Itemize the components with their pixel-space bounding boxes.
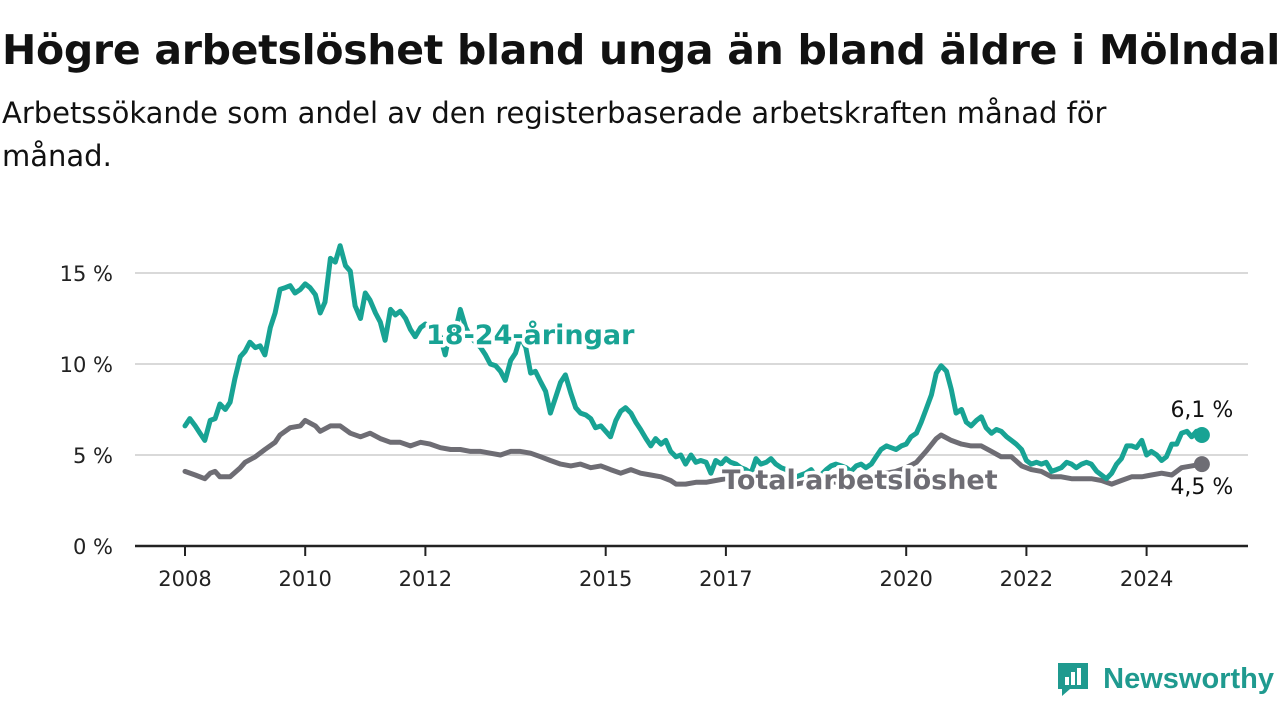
end-marker-total <box>1193 456 1210 473</box>
series-annotation-youth: 18-24-åringar <box>426 319 635 351</box>
series-line-youth <box>182 243 1205 482</box>
y-tick-label: 0 % <box>73 535 113 559</box>
end-label-total: 4,5 % <box>1170 475 1233 500</box>
page-subtitle: Arbetssökande som andel av den registerb… <box>2 96 1107 173</box>
x-tick-label: 2017 <box>699 567 752 591</box>
end-label-youth: 6,1 % <box>1170 398 1233 423</box>
page-title: Högre arbetslöshet bland unga än bland ä… <box>2 26 1280 74</box>
end-marker-youth <box>1193 426 1210 443</box>
x-tick-label: 2020 <box>879 567 932 591</box>
x-tick-label: 2008 <box>158 567 211 591</box>
x-tick-label: 2010 <box>278 567 331 591</box>
y-tick-label: 5 % <box>73 444 113 468</box>
x-tick-label: 2015 <box>579 567 632 591</box>
series-annotation-total: Total arbetslöshet <box>722 465 998 496</box>
y-axis-ticks: 0 % 5 % 10 % 15 % <box>60 262 113 559</box>
series-line-total <box>182 417 1205 487</box>
series-lines <box>182 243 1210 487</box>
x-tick-label: 2022 <box>1000 567 1053 591</box>
y-tick-label: 10 % <box>60 353 113 377</box>
x-axis: 2008 2010 2012 2015 2017 2020 2022 2024 <box>135 544 1248 591</box>
y-tick-label: 15 % <box>60 262 113 286</box>
x-tick-label: 2012 <box>399 567 452 591</box>
brand-name: Newsworthy <box>1103 662 1274 695</box>
series-labels: 6,1 % 4,5 % 18-24-åringar Total arbetslöshe… <box>423 316 1234 501</box>
x-tick-label: 2024 <box>1120 567 1173 591</box>
brand-logo: Newsworthy <box>1055 660 1274 698</box>
newsworthy-logo-icon <box>1058 663 1089 696</box>
